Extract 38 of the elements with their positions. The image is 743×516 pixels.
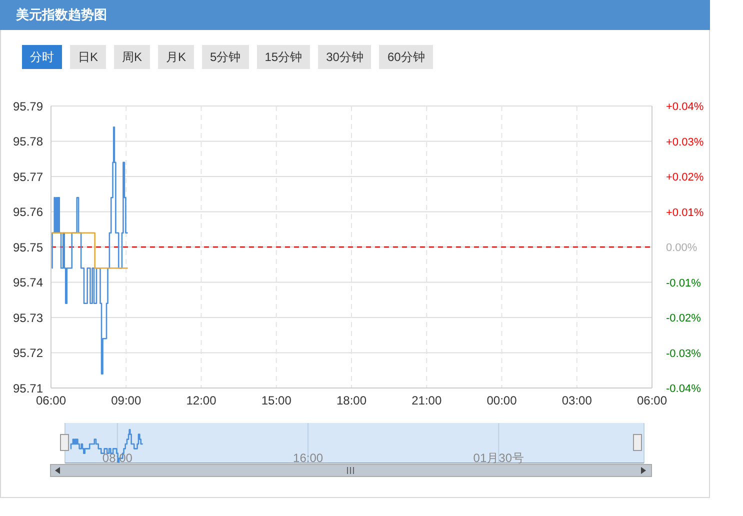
y-tick-label: 95.75 [12,240,44,254]
x-tick-label: 12:00 [186,394,217,408]
y2-tick-label: -0.03% [666,348,702,360]
text: 60分钟 [379,45,433,69]
y2-tick-label: +0.02% [666,172,704,184]
text: 30分钟 [318,45,372,69]
y-tick-label: 95.74 [12,276,44,290]
text: 5分钟 [202,45,249,69]
y-tick-label: 95.79 [12,99,44,114]
x-tick-label: 09:00 [111,394,142,408]
y-tick-label: 95.71 [12,381,44,396]
x-tick-label: 06:00 [636,394,668,408]
y2-tick-label: +0.04% [666,101,704,113]
y2-tick-label: -0.02% [666,312,702,324]
text: 周K [114,45,150,69]
x-tick-label: 03:00 [562,394,592,408]
x-tick-label: 21:00 [412,394,442,408]
y2-tick-label: -0.01% [666,277,702,290]
x-tick-label: 15:00 [261,394,292,408]
y2-tick-label: +0.03% [666,136,704,148]
y2-tick-label: 0.00% [666,242,698,254]
y2-tick-label: +0.01% [666,206,704,219]
y-tick-label: 95.72 [12,346,44,360]
y-tick-label: 95.78 [12,134,44,149]
chart-title: 美元指数趋势图 [0,0,710,30]
text: 日K [70,45,106,69]
y-tick-label: 95.77 [12,170,44,184]
x-tick-label: 18:00 [336,394,367,408]
x-tick-label: 01月30号 [473,451,524,465]
y2-tick-label: -0.04% [666,383,702,395]
y-tick-label: 95.73 [12,310,44,325]
x-tick-label: 06:00 [36,394,66,408]
x-tick-label: 00:00 [486,394,518,408]
y-tick-label: 95.76 [12,205,44,220]
text: 月K [158,45,194,69]
text: 分时 [22,45,62,69]
text: 15分钟 [256,45,310,69]
x-tick-label: 16:00 [293,451,324,465]
